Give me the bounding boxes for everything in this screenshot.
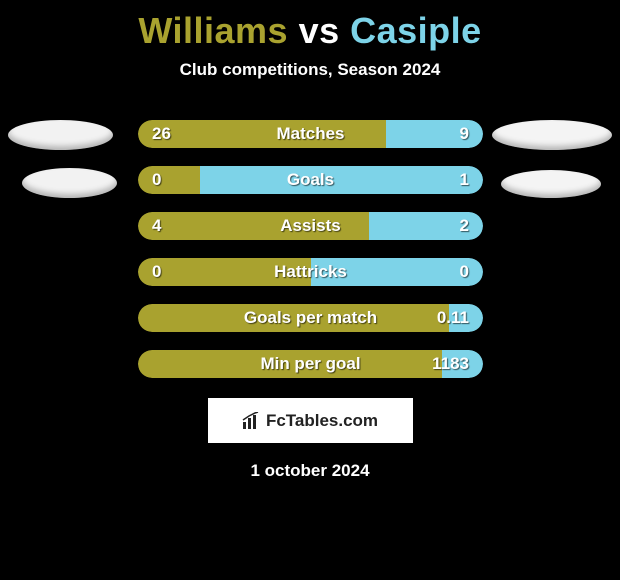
chart-area: Matches269Goals01Assists42Hattricks00Goa…: [0, 120, 620, 380]
stat-value-left: 4: [152, 212, 161, 240]
stat-row: Goals per match0.11: [138, 304, 483, 332]
title-player1: Williams: [138, 10, 288, 51]
stat-value-left: 0: [152, 258, 161, 286]
stat-value-right: 9: [460, 120, 469, 148]
title-player2: Casiple: [350, 10, 482, 51]
stat-label: Matches: [138, 120, 483, 148]
stat-row: Matches26 9: [138, 120, 483, 148]
stat-row: Assists4 2: [138, 212, 483, 240]
stat-value-right: 1183: [432, 350, 469, 378]
stat-value-right: 0.11: [437, 304, 469, 332]
page-title: Williams vs Casiple: [0, 0, 620, 52]
stat-row: Goals0 1: [138, 166, 483, 194]
subtitle: Club competitions, Season 2024: [0, 60, 620, 80]
stat-row: Hattricks0 0: [138, 258, 483, 286]
stat-row: Min per goal1183: [138, 350, 483, 378]
stat-value-left: 26: [152, 120, 171, 148]
brand-text: FcTables.com: [266, 411, 378, 431]
stat-label: Goals per match: [138, 304, 483, 332]
stat-value-right: 2: [460, 212, 469, 240]
date-text: 1 october 2024: [0, 461, 620, 481]
title-vs: vs: [299, 10, 340, 51]
stat-value-right: 0: [460, 258, 469, 286]
stat-value-left: 0: [152, 166, 161, 194]
chart-icon: [242, 412, 262, 430]
stat-rows: Matches269Goals01Assists42Hattricks00Goa…: [0, 120, 620, 378]
stat-value-right: 1: [460, 166, 469, 194]
stat-label: Hattricks: [138, 258, 483, 286]
stat-label: Goals: [138, 166, 483, 194]
brand-badge[interactable]: FcTables.com: [208, 398, 413, 443]
root: Williams vs Casiple Club competitions, S…: [0, 0, 620, 580]
stat-label: Assists: [138, 212, 483, 240]
